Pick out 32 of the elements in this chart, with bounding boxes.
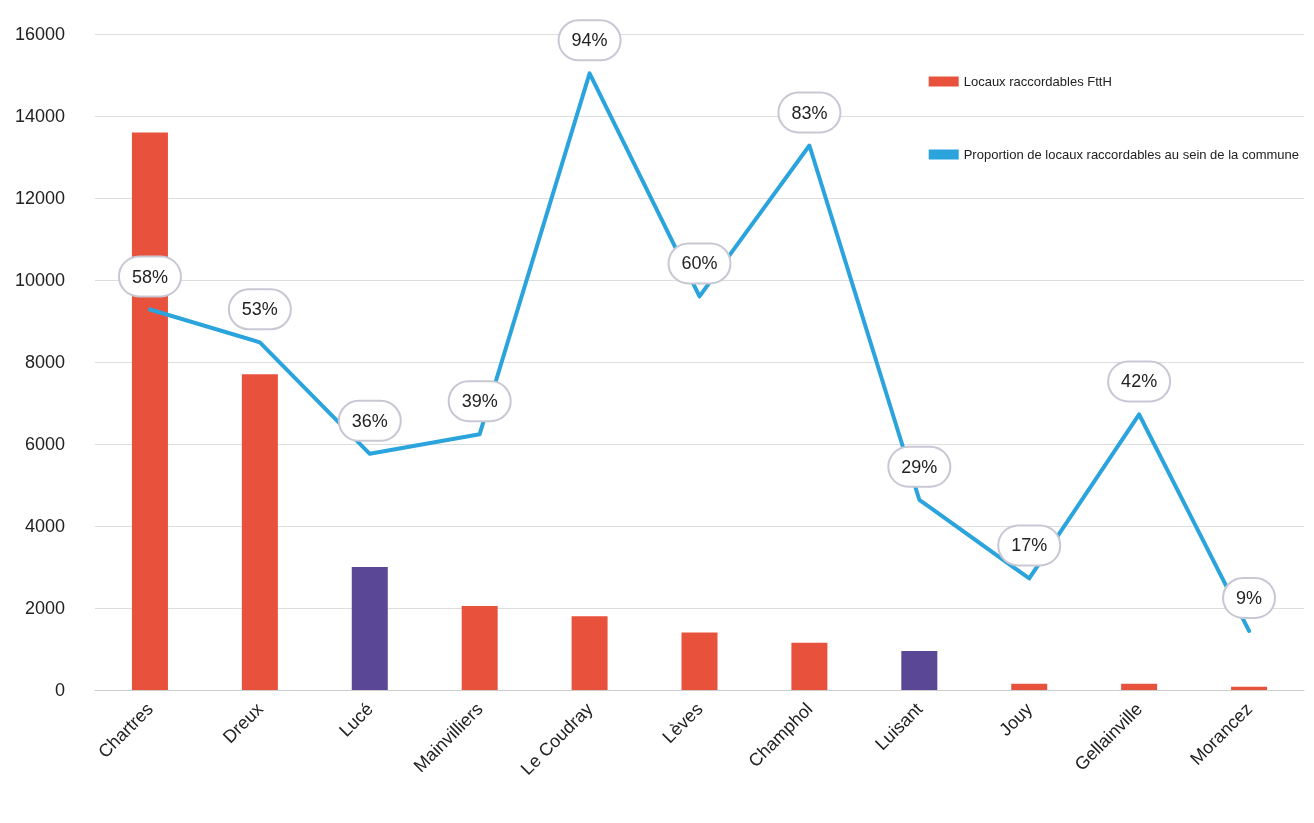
bar: [571, 616, 608, 690]
bar: [241, 374, 278, 690]
bar: [791, 642, 828, 690]
bar: [1011, 683, 1048, 690]
bar: [1121, 683, 1158, 690]
data-label: 53%: [241, 299, 278, 320]
y-tick-label: 2000: [24, 598, 65, 618]
data-label: 42%: [1121, 371, 1158, 392]
legend-label: Proportion de locaux raccordables au sein de la commune: [963, 147, 1300, 162]
data-label: 58%: [131, 266, 168, 287]
data-label: 39%: [461, 391, 498, 412]
y-tick-label: 10000: [14, 270, 65, 290]
data-label: 60%: [681, 253, 718, 274]
y-tick-label: 12000: [14, 188, 65, 208]
legend-label: Locaux raccordables FttH: [963, 74, 1112, 89]
bar: [681, 632, 718, 690]
y-tick-label: 14000: [14, 106, 65, 126]
y-tick-label: 8000: [24, 352, 65, 372]
data-label: 83%: [791, 102, 828, 123]
data-label: 17%: [1011, 535, 1048, 556]
bar: [901, 651, 938, 690]
y-tick-label: 6000: [24, 434, 65, 454]
data-label: 94%: [571, 30, 608, 51]
data-label: 29%: [901, 456, 938, 477]
y-tick-label: 0: [54, 680, 65, 700]
bar: [1231, 686, 1268, 690]
data-label: 9%: [1236, 587, 1263, 608]
bar: [461, 605, 498, 690]
y-tick-label: 4000: [24, 516, 65, 536]
data-label: 36%: [351, 410, 388, 431]
y-tick-label: 16000: [14, 24, 65, 44]
bar: [351, 567, 388, 690]
